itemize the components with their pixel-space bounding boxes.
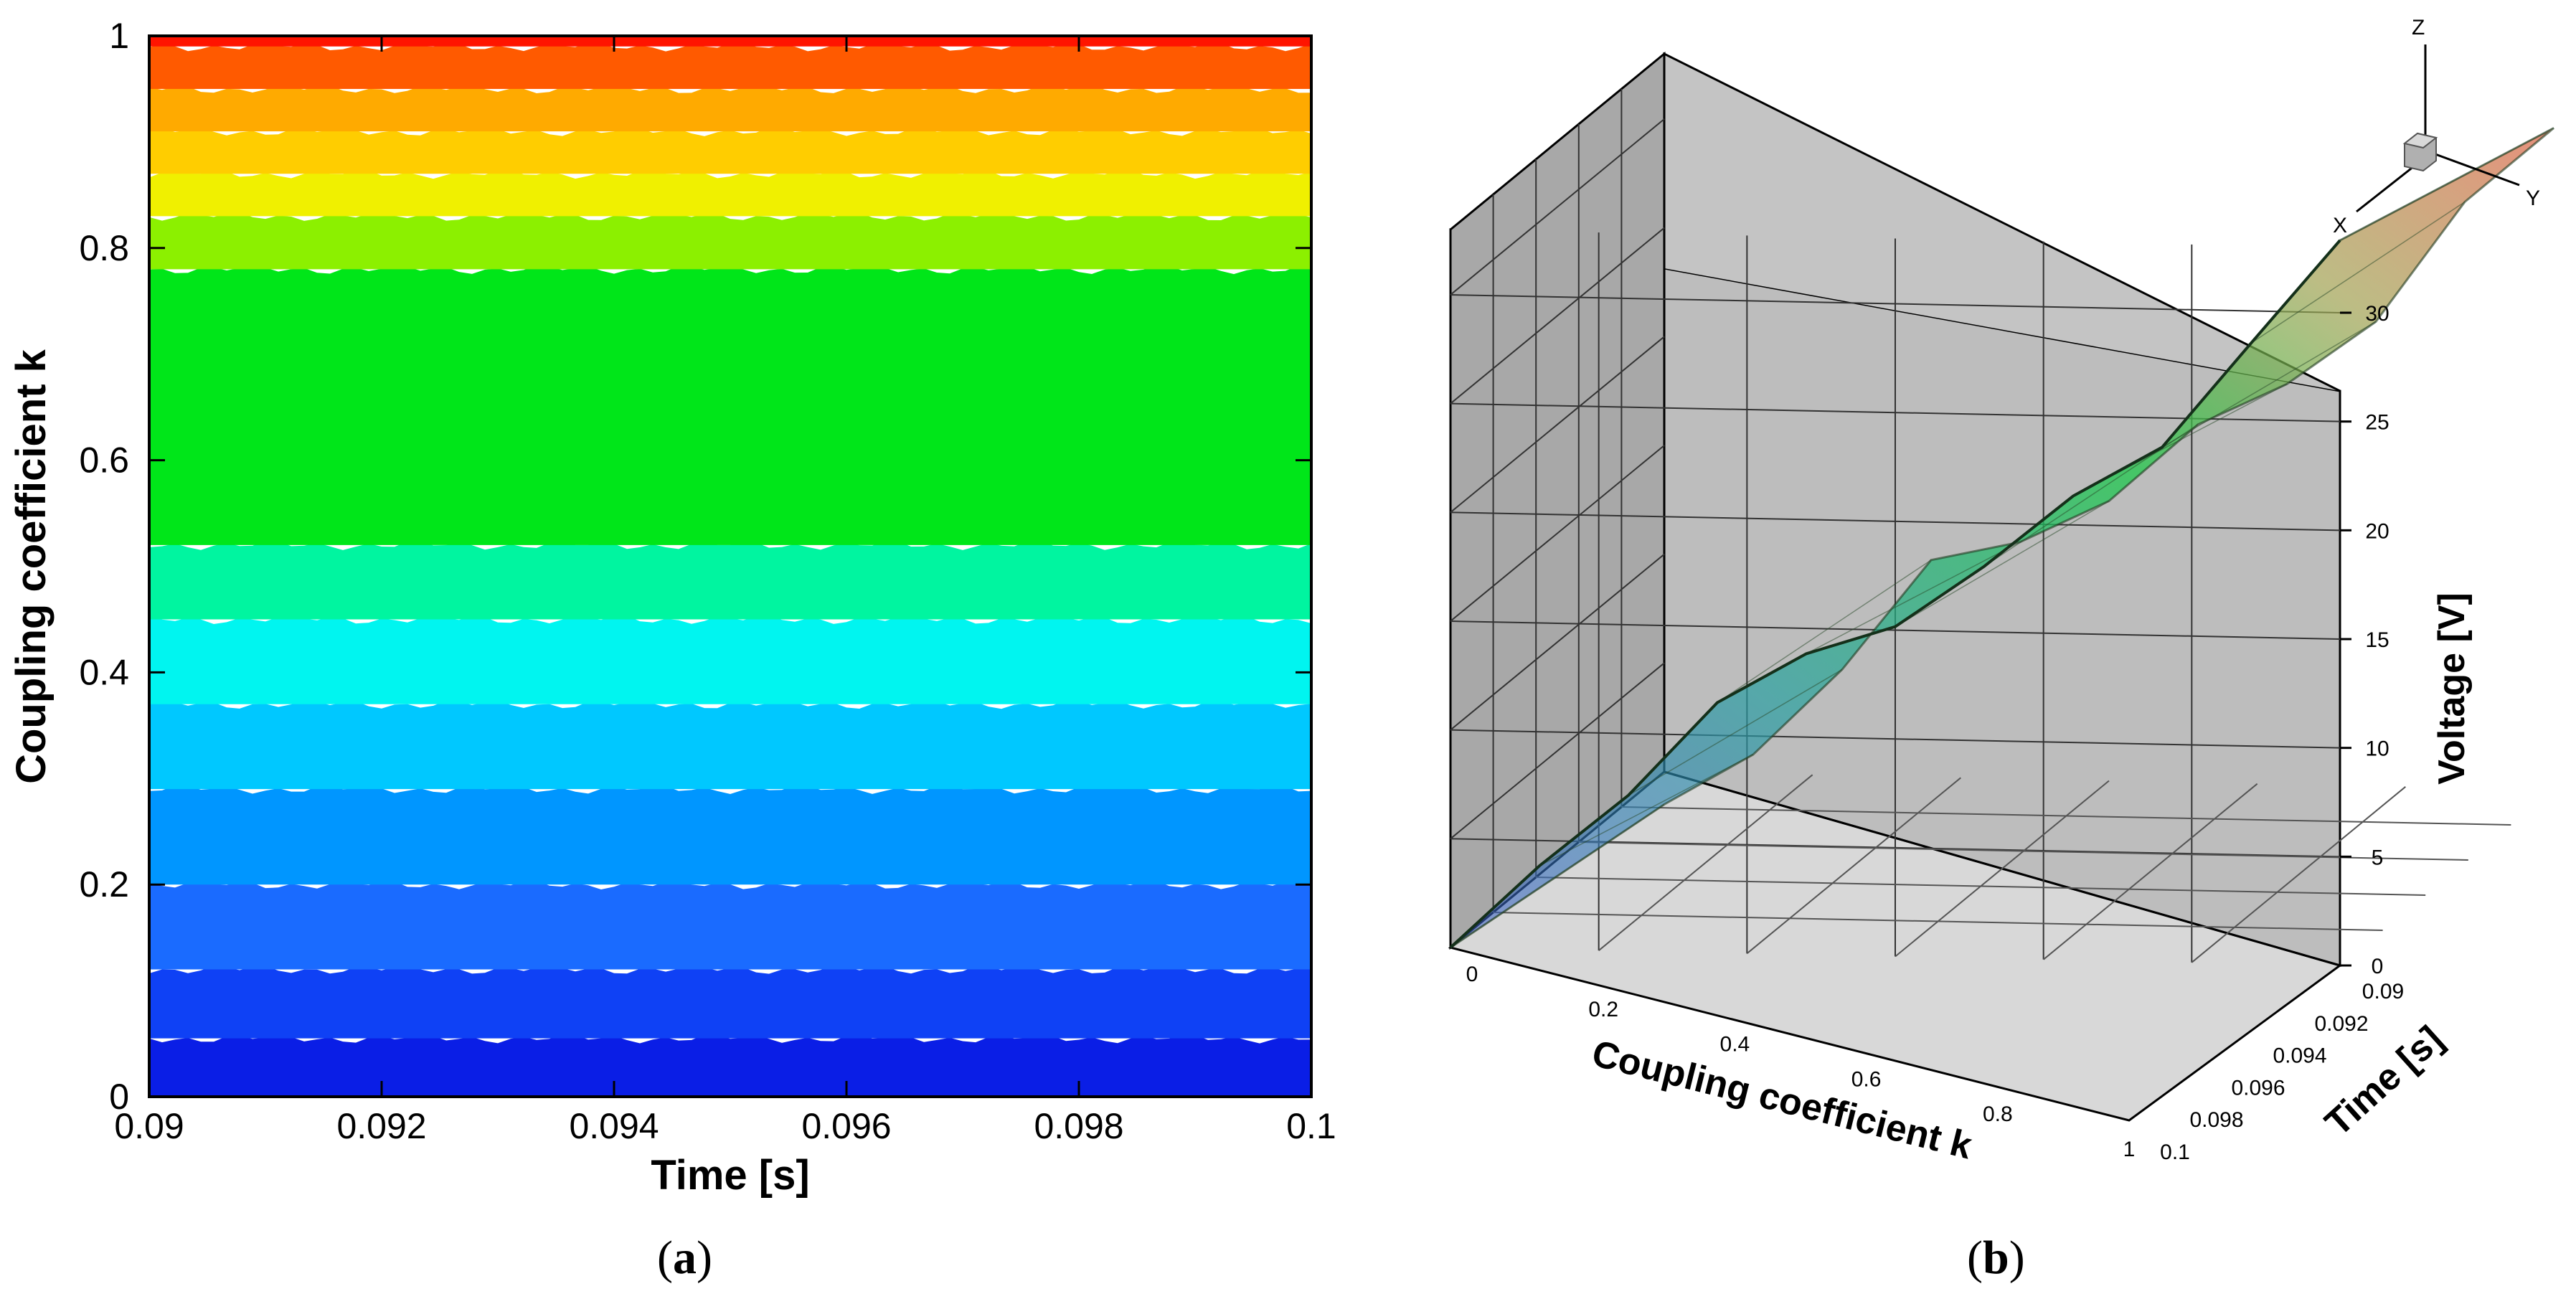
contour-band [149, 264, 1311, 545]
x-tick-label: 0.094 [569, 1106, 659, 1146]
x-tick-label: 0.092 [336, 1106, 426, 1146]
triad-z-label: Z [2412, 16, 2425, 39]
z-axis-ticks: 0 5 10 15 20 25 30 [2340, 302, 2389, 978]
y-tick-label: 0.4 [79, 652, 129, 692]
x-axis-ticks: 0.09 0.092 0.094 0.096 0.098 0.1 [114, 36, 1336, 1146]
grid-line [1895, 780, 2110, 958]
plot-frame-a [148, 34, 1313, 1098]
contour-band [149, 699, 1311, 790]
y-tick-label: 0.2 [79, 864, 129, 904]
surface-mesh-line [1806, 542, 2021, 655]
y-axis-title: Coupling coefficient k [8, 349, 55, 784]
grid-line [1450, 118, 1665, 296]
k-axis-ticks: 0 0.2 0.4 0.6 0.8 1 [1466, 963, 2136, 1161]
y-tick-label: 0.6 [79, 440, 129, 481]
z-tick-label: 15 [2365, 628, 2389, 652]
surface-mesh-line [2339, 127, 2554, 241]
contour-band [149, 211, 1311, 270]
contour-band [149, 169, 1311, 217]
grid-line [1450, 511, 2341, 532]
grid-line [1450, 729, 2341, 749]
side-wall [1450, 54, 2340, 391]
time-axis-ticks: 0.09 0.092 0.094 0.096 0.098 0.1 [2160, 980, 2404, 1164]
grid-line [1450, 227, 1665, 405]
y-tick-label: 1 [109, 16, 129, 56]
k-tick-label: 0.8 [1983, 1102, 2013, 1126]
time-tick-label: 0.092 [2314, 1012, 2368, 1036]
contour-band [149, 126, 1311, 174]
contour-band [149, 964, 1311, 1039]
x-tick-label: 0.096 [801, 1106, 891, 1146]
z-tick-label: 5 [2372, 846, 2384, 869]
heatmap-bands [149, 36, 1311, 1097]
contour-band [149, 879, 1311, 970]
grid-line [1450, 294, 2341, 313]
orientation-triad: Z Y X [2333, 16, 2540, 237]
grid-line [1450, 445, 1665, 622]
z-axis-title: Voltage [V] [2431, 592, 2473, 785]
z-tick-label: 10 [2365, 737, 2389, 761]
panel-label-a: (a) [657, 1232, 712, 1284]
z-tick-label: 25 [2365, 411, 2389, 435]
time-tick-label: 0.096 [2231, 1076, 2285, 1100]
z-tick-label: 0 [2372, 955, 2384, 978]
k-tick-label: 0 [1466, 963, 1478, 986]
y-axis-ticks: 0 0.2 0.4 0.6 0.8 1 [79, 16, 1311, 1117]
grid-line [2043, 783, 2258, 960]
grid-line [1450, 620, 2341, 640]
surface-mesh-line [1895, 500, 2110, 628]
contour-band [149, 36, 1311, 47]
x-tick-label: 0.09 [114, 1106, 184, 1146]
grid-line [1621, 806, 2511, 826]
y-tick-label: 0.8 [79, 228, 129, 268]
k-tick-label: 1 [2123, 1138, 2136, 1161]
contour-band [149, 614, 1311, 704]
grid-line [2191, 786, 2406, 963]
triad-y-label: Y [2526, 186, 2540, 210]
contour-band [149, 42, 1311, 89]
grid-line [1493, 912, 2383, 931]
y-tick-label: 0 [109, 1077, 129, 1117]
k-tick-label: 0.6 [1851, 1067, 1882, 1091]
contour-band [149, 1034, 1311, 1097]
panel-a: 0.09 0.092 0.094 0.096 0.098 0.1 00.20.40.60.… [8, 16, 1336, 1284]
surface-mesh-line [1717, 559, 1932, 704]
surface-mesh-line [2250, 201, 2466, 344]
grid-line [1450, 553, 1665, 731]
grid-line [1598, 774, 1813, 951]
triad-x-label: X [2333, 214, 2347, 237]
x-tick-label: 0.098 [1034, 1106, 1123, 1146]
surface-mesh-line [1628, 669, 1843, 796]
surface-mesh-line [2161, 321, 2377, 448]
grid-line [1536, 877, 2426, 896]
surface-ridge [1449, 239, 2341, 949]
x-axis-title: Time [s] [651, 1152, 809, 1199]
contour-band [149, 784, 1311, 885]
panel-label-b: (b) [1967, 1232, 2025, 1284]
time-axis-title: Time [s] [2317, 1018, 2450, 1144]
grid-lines [1450, 89, 2511, 963]
time-tick-label: 0.1 [2160, 1140, 2190, 1164]
z-tick-label: 20 [2365, 519, 2389, 543]
time-tick-label: 0.098 [2189, 1108, 2243, 1132]
grid-line [1450, 662, 1665, 840]
k-tick-label: 0.4 [1720, 1033, 1750, 1057]
surface-mesh-line [1450, 803, 1665, 948]
contour-band [149, 84, 1311, 132]
grid-line [1746, 777, 1961, 955]
k-tick-label: 0.2 [1588, 998, 1618, 1021]
z-tick-label: 30 [2365, 302, 2389, 326]
time-tick-label: 0.094 [2273, 1044, 2326, 1068]
time-tick-label: 0.09 [2362, 980, 2404, 1003]
surface-mesh-line [1539, 754, 1754, 866]
grid-line [1450, 336, 1665, 514]
grid-line [1578, 841, 2468, 861]
x-tick-label: 0.1 [1286, 1106, 1336, 1146]
voltage-surface [1449, 127, 2554, 949]
contour-band [149, 540, 1311, 620]
